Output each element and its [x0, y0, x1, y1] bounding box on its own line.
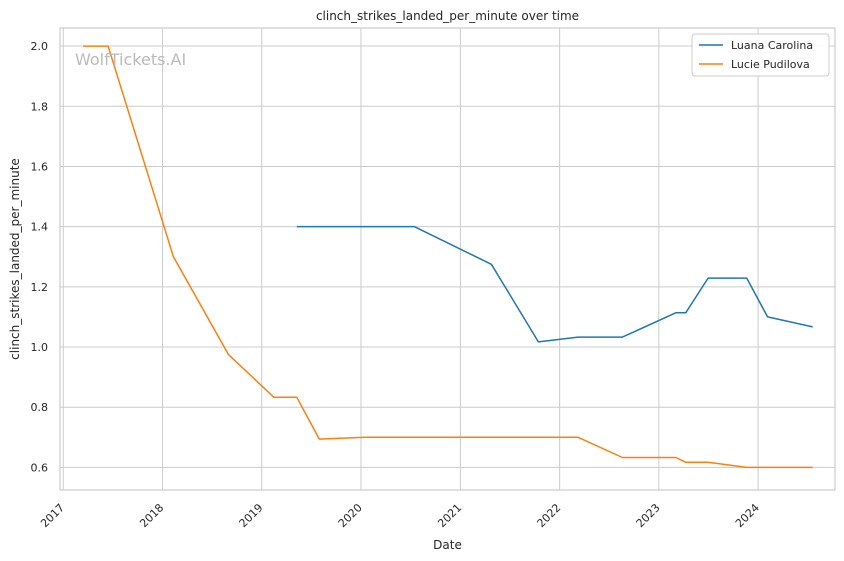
x-tick-labels: 2017 2018 2019 2020 2021 2022 2023 2024 — [38, 501, 762, 530]
legend-label: Lucie Pudilova — [731, 58, 810, 71]
legend: Luana Carolina Lucie Pudilova — [691, 33, 830, 77]
y-tick-labels: 0.6 0.8 1.0 1.2 1.4 1.6 1.8 2.0 — [31, 40, 49, 474]
x-tick-label: 2022 — [535, 501, 564, 530]
series-lines — [83, 45, 813, 469]
series-line-lucie-pudilova — [83, 45, 813, 469]
legend-label: Luana Carolina — [731, 39, 813, 52]
y-tick-label: 1.2 — [31, 281, 49, 294]
watermark: WolfTickets.AI — [75, 50, 186, 69]
y-tick-label: 0.6 — [31, 461, 49, 474]
series-line-luana-carolina — [296, 225, 813, 343]
y-axis-label: clinch_strikes_landed_per_minute — [8, 158, 22, 360]
x-tick-label: 2020 — [336, 501, 365, 530]
y-tick-label: 1.6 — [31, 160, 49, 173]
y-tick-label: 1.0 — [31, 341, 49, 354]
x-axis-label: Date — [433, 538, 462, 552]
y-tick-label: 2.0 — [31, 40, 49, 53]
y-tick-label: 0.8 — [31, 401, 49, 414]
x-tick-label: 2023 — [634, 501, 663, 530]
x-tick-label: 2017 — [38, 501, 67, 530]
x-tick-label: 2019 — [237, 501, 266, 530]
grid-lines — [60, 28, 835, 490]
y-tick-label: 1.8 — [31, 100, 49, 113]
legend-box — [691, 33, 830, 77]
plot-frame — [59, 27, 836, 491]
x-tick-label: 2024 — [733, 501, 762, 530]
chart-title: clinch_strikes_landed_per_minute over ti… — [316, 9, 579, 23]
x-tick-label: 2018 — [137, 501, 166, 530]
y-tick-label: 1.4 — [31, 221, 49, 234]
x-tick-label: 2021 — [435, 501, 464, 530]
